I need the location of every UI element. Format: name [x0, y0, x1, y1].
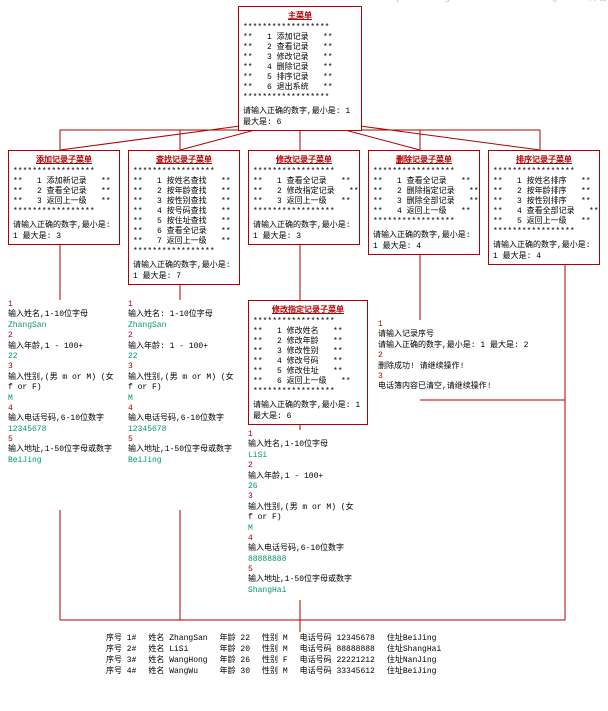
watermark: https://blog.csdn.net/weixi… @51CTO博客	[378, 0, 608, 4]
submenu-modify: 修改记录子菜单******************* 1 查看全记录 **** …	[248, 150, 360, 245]
submenu-add: 添加记录子菜单******************* 1 添加新记录 **** …	[8, 150, 120, 245]
submenu-sort: 排序记录子菜单******************* 1 按姓名排序 **** …	[488, 150, 600, 265]
inputs-modify: 1输入姓名,1-10位字母LiSi2输入年龄,1 - 100+263输入性别,(…	[248, 430, 358, 596]
inputs-add: 1输入姓名,1-10位字母ZhangSan2输入年龄,1 - 100+223输入…	[8, 300, 118, 466]
main-menu-prompt: 请输入正确的数字,最小是: 1 最大是: 6	[243, 105, 357, 127]
records-table: 序号 1#姓名 ZhangSan年龄 22性别 M电话号码 12345678住址…	[100, 632, 447, 676]
submenu-search: 查找记录子菜单******************* 1 按姓名查找 **** …	[128, 150, 240, 285]
inputs-search: 1输入姓名: 1-10位字母ZhangSan2输入年龄: 1 - 100+223…	[128, 300, 238, 466]
main-menu-title: 主菜单	[243, 10, 357, 21]
main-menu-box: 主菜单 ******************** 1 添加记录 **** 2 查…	[238, 6, 362, 131]
delete-dialog: 1 请输入记录序号 请输入正确的数字,最小是: 1 最大是: 2 2 删除成功!…	[378, 320, 558, 393]
submenu-delete: 删除记录子菜单******************* 1 查看全记录 **** …	[368, 150, 480, 255]
modify-submenu-box: 修改指定记录子菜单******************* 1 修改姓名 ****…	[248, 300, 368, 425]
